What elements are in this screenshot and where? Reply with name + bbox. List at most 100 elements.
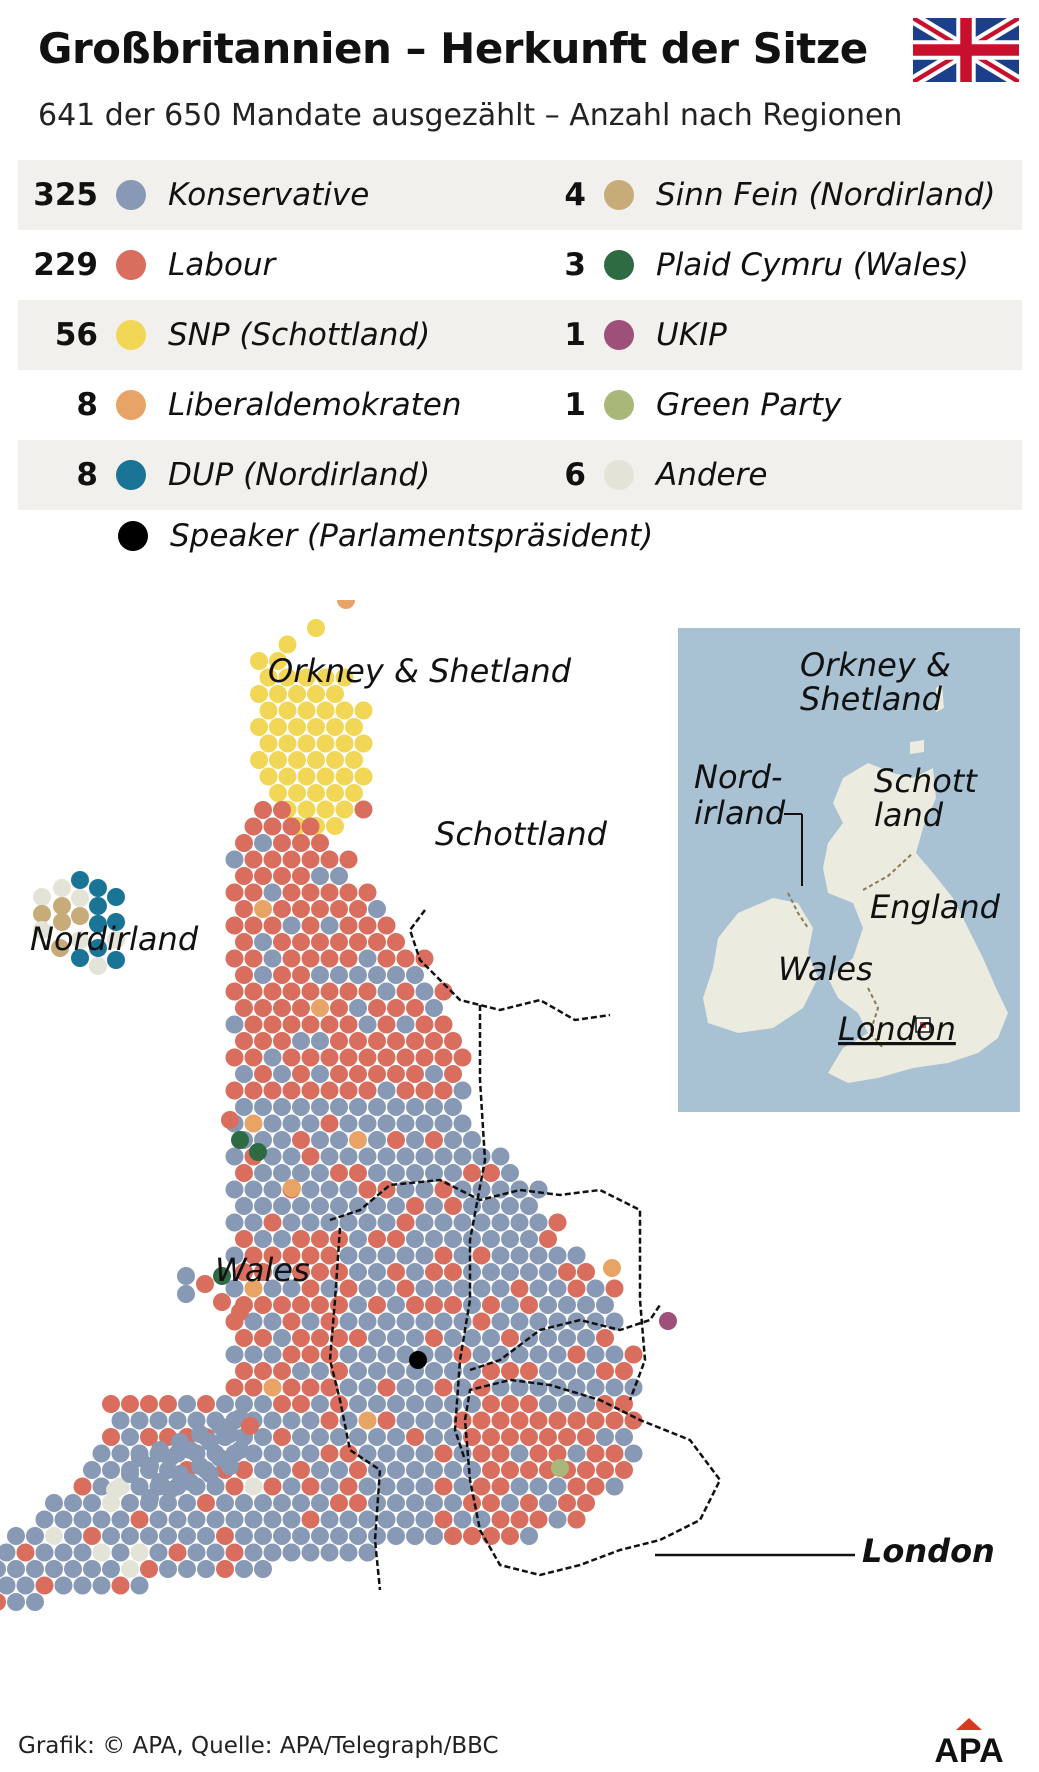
- inset-label-orkney: Orkney &: [800, 646, 951, 684]
- seat-dot: [529, 1312, 548, 1331]
- seat-dot: [577, 1494, 595, 1512]
- seat-dot: [339, 1081, 358, 1100]
- legend-label: Labour: [168, 247, 276, 283]
- seat-dot: [510, 1279, 529, 1298]
- seat-dot: [107, 931, 125, 949]
- seat-dot: [358, 1378, 377, 1397]
- inset-border: [867, 987, 884, 1049]
- seat-dot: [444, 1362, 462, 1380]
- seat-dot: [330, 966, 348, 984]
- seat-dot: [254, 1329, 272, 1347]
- seat-dot: [339, 1411, 358, 1430]
- seat-dot: [396, 1147, 415, 1166]
- seat-dot: [387, 1362, 405, 1380]
- seat-dot: [244, 1312, 263, 1331]
- seat-dot: [368, 1065, 386, 1083]
- seat-dot: [415, 1279, 434, 1298]
- seat-dot: [339, 1543, 358, 1562]
- seat-dot: [71, 931, 89, 949]
- seat-dot: [254, 834, 272, 852]
- apa-logo: APA: [934, 1718, 1004, 1764]
- seat-dot: [225, 1246, 244, 1265]
- seat-dot: [121, 1560, 139, 1578]
- legend-swatch: [604, 390, 634, 420]
- seat-dot: [320, 1081, 339, 1100]
- seat-dot: [624, 1411, 643, 1430]
- seat-dot: [396, 1213, 415, 1232]
- seat-dot: [415, 949, 434, 968]
- seat-dot: [282, 850, 301, 869]
- seat-dot: [71, 889, 89, 907]
- seat-dot: [311, 1131, 329, 1149]
- seat-dot: [235, 834, 253, 852]
- ireland-shape: [703, 898, 818, 1033]
- seat-dot: [225, 1279, 244, 1298]
- seat-dot: [282, 817, 301, 836]
- seat-dot: [181, 1441, 199, 1459]
- seat-dot: [406, 1032, 424, 1050]
- region-label-schottland: Schottland: [435, 815, 608, 853]
- seat-dot: [368, 1395, 386, 1413]
- seat-dot: [330, 1164, 348, 1182]
- seat-dot: [491, 1312, 510, 1331]
- seat-dot: [615, 1362, 633, 1380]
- seat-dot: [301, 949, 320, 968]
- seat-dot: [434, 1411, 453, 1430]
- seat-dot: [288, 718, 306, 736]
- seat-dot: [51, 939, 69, 957]
- seat-dot: [206, 1510, 225, 1529]
- seat-dot: [415, 1411, 434, 1430]
- seat-dot: [453, 1411, 472, 1430]
- seat-dot: [335, 668, 354, 687]
- seat-dot: [244, 1246, 263, 1265]
- seat-dot: [307, 685, 325, 703]
- seat-dot: [244, 1444, 263, 1463]
- seat-dot: [358, 1312, 377, 1331]
- seat-dot: [567, 1477, 586, 1496]
- seat-dot: [463, 1131, 481, 1149]
- seat-dot: [320, 1477, 339, 1496]
- seat-dot: [235, 1329, 253, 1347]
- seat-dot: [311, 1230, 329, 1248]
- seat-dot: [396, 1378, 415, 1397]
- seat-dot: [358, 1246, 377, 1265]
- seat-dot: [168, 1510, 187, 1529]
- seat-dot: [539, 1296, 557, 1314]
- seat-dot: [64, 1560, 82, 1578]
- region-label-london: London: [862, 1532, 995, 1570]
- seat-dot: [320, 1015, 339, 1034]
- seat-dot: [53, 897, 71, 915]
- seat-dot: [415, 982, 434, 1001]
- seat-dot: [577, 1395, 595, 1413]
- seat-dot: [235, 1230, 253, 1248]
- seat-dot: [213, 1267, 231, 1285]
- seat-dot: [111, 1576, 130, 1595]
- seat-dot: [26, 1593, 44, 1611]
- seat-dot: [396, 1246, 415, 1265]
- seat-dot: [349, 900, 367, 918]
- seat-dot: [387, 1494, 405, 1512]
- seat-dot: [33, 921, 51, 939]
- seat-dot: [301, 916, 320, 935]
- seat-dot: [425, 1230, 443, 1248]
- region-label-nordirland: Nordirland: [30, 920, 199, 958]
- seat-dot: [377, 1279, 396, 1298]
- seat-dot: [149, 1543, 168, 1562]
- region-label-orkney: Orkney & Shetland: [268, 652, 572, 690]
- seat-dot: [106, 1481, 124, 1499]
- seat-dot: [463, 1197, 481, 1215]
- seat-dot: [463, 1296, 481, 1314]
- seat-dot: [472, 1477, 491, 1496]
- seat-dot: [434, 1444, 453, 1463]
- seat-dot: [501, 1461, 519, 1479]
- seat-dot: [235, 1197, 253, 1215]
- seat-dot: [472, 1510, 491, 1529]
- seat-dot: [307, 751, 325, 769]
- seat-dot: [406, 1098, 424, 1116]
- legend-value: 4: [564, 177, 586, 213]
- seat-dot: [282, 1312, 301, 1331]
- seat-dot: [387, 1131, 405, 1149]
- seat-dot: [273, 1428, 291, 1446]
- seat-dot: [358, 1180, 377, 1199]
- legend-value: 325: [33, 177, 98, 213]
